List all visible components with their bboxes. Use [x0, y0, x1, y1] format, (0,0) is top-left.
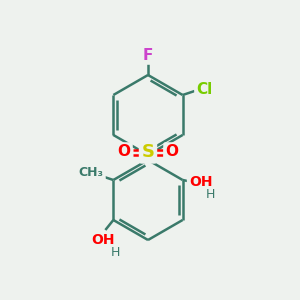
- Text: OH: OH: [92, 233, 115, 247]
- Text: OH: OH: [189, 175, 212, 189]
- Text: O: O: [118, 145, 130, 160]
- Text: S: S: [142, 143, 154, 161]
- Text: H: H: [111, 245, 120, 259]
- Text: Cl: Cl: [196, 82, 213, 97]
- Text: F: F: [143, 47, 153, 62]
- Text: H: H: [206, 188, 215, 200]
- Text: CH₃: CH₃: [79, 167, 104, 179]
- Text: O: O: [166, 145, 178, 160]
